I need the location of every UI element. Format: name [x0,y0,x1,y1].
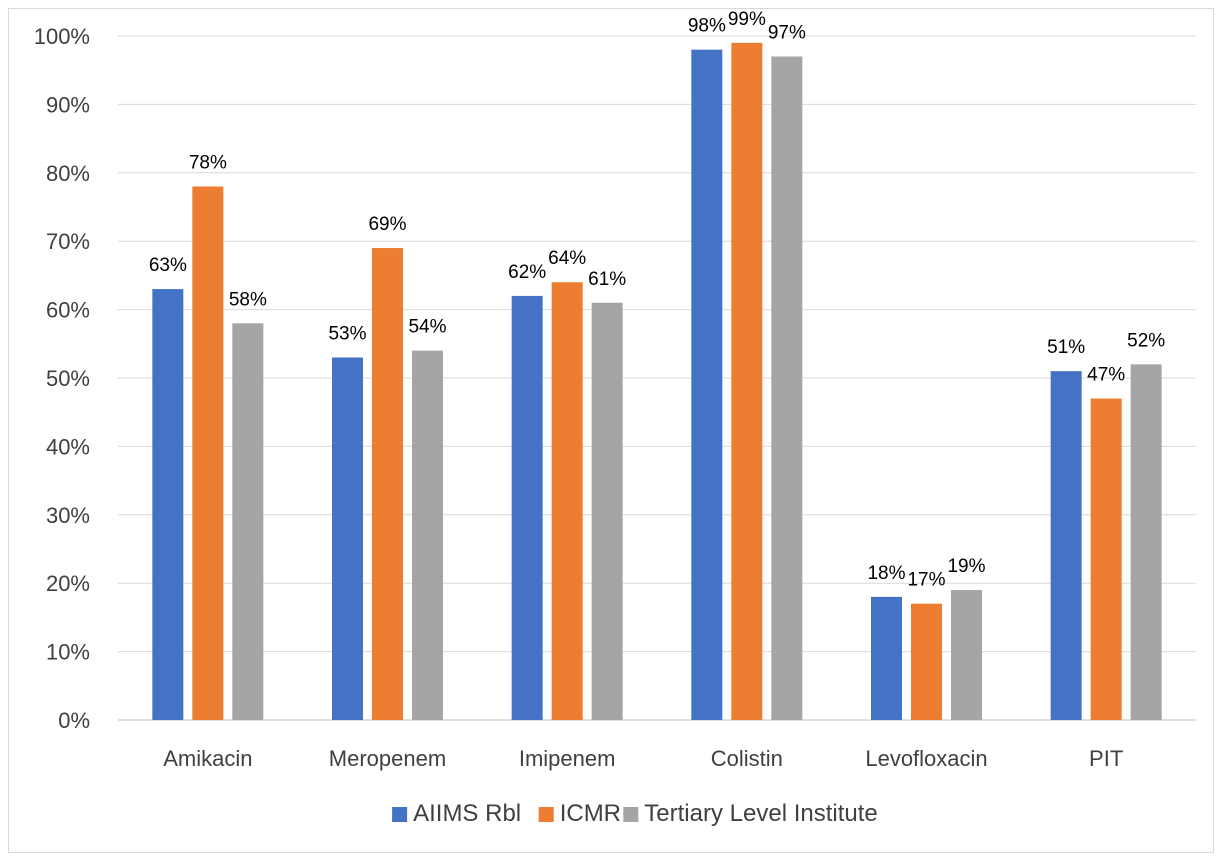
legend-swatch [392,807,408,822]
bar [1090,398,1122,720]
legend-label: ICMR [560,800,621,827]
category-label: Meropenem [329,746,446,771]
bar [691,49,723,721]
bar [511,295,543,720]
bar [192,186,224,721]
data-labels: 63%78%58%53%69%54%62%64%61%98% 99%97%18% 1… [149,9,1165,591]
y-tick-label: 20% [46,571,90,596]
bar [771,56,803,720]
category-label: Levofloxacin [865,746,987,771]
data-label: 47% [1087,365,1125,386]
legend-swatch [623,807,639,822]
bar [332,357,363,720]
y-tick-label: 100% [34,24,90,49]
data-label: 97% [768,23,806,44]
legend: AIIMS Rbl ICMR Tertiary Level Institute [392,800,878,827]
data-label: 58% [229,289,267,310]
bar [951,590,982,720]
legend-label: AIIMS Rbl [413,800,521,827]
y-tick-label: 60% [46,298,90,323]
data-label: 19% [947,556,985,577]
y-axis-ticks: 0% 10% 20% 30% 40% 50% 60% 70% 80% 90% 100% [34,24,90,733]
data-label: 69% [368,214,406,235]
legend-swatch [538,807,554,822]
y-tick-label: 30% [46,503,90,528]
data-label: 51% [1047,337,1085,358]
category-label: Amikacin [163,746,252,771]
category-label: Imipenem [519,746,616,771]
bar [1050,371,1082,720]
data-label: 62% [508,262,546,283]
data-label: 99% [728,9,766,30]
bar [412,350,443,720]
bar [731,42,763,720]
bar [232,323,264,720]
x-axis-categories: Amikacin Meropenem Imipenem Colistin Levoflo… [163,746,1123,771]
y-tick-label: 10% [46,640,90,665]
y-tick-label: 70% [46,229,90,254]
data-label: 78% [189,152,227,173]
data-label: 17% [907,570,945,591]
bars [152,42,1162,721]
bar [372,248,403,721]
bar [551,282,583,720]
bar [911,603,942,720]
bar [152,289,184,720]
data-label: 54% [408,317,446,338]
y-tick-label: 0% [58,708,90,733]
data-label: 98% [688,16,726,37]
data-label: 61% [588,269,626,290]
bar [1130,364,1162,720]
bar [871,596,902,720]
y-tick-label: 40% [46,434,90,459]
category-label: PIT [1089,746,1123,771]
legend-label: Tertiary Level Institute [644,800,877,827]
category-label: Colistin [711,746,783,771]
y-tick-label: 50% [46,366,90,391]
bar [591,302,623,720]
data-label: 53% [328,323,366,344]
data-label: 18% [867,563,905,584]
data-label: 63% [149,255,187,276]
data-label: 64% [548,248,586,269]
chart-frame [8,8,1214,853]
y-tick-label: 80% [46,161,90,186]
y-tick-label: 90% [46,92,90,117]
data-label: 52% [1127,330,1165,351]
gridlines [118,35,1196,721]
